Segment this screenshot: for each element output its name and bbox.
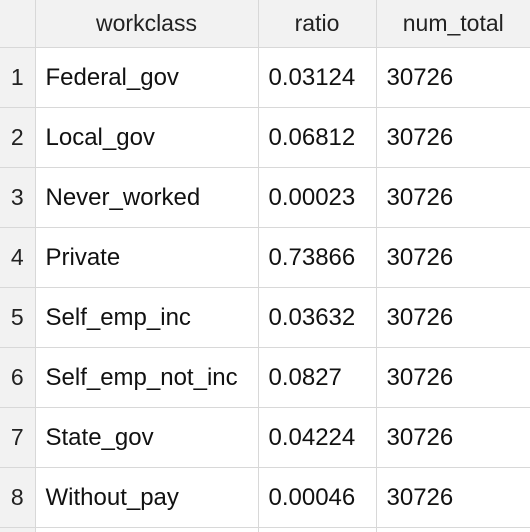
ratio-cell[interactable]: 0.03124 bbox=[257, 47, 377, 108]
empty-cell bbox=[34, 527, 259, 532]
ratio-cell[interactable]: 0.73866 bbox=[257, 227, 377, 288]
empty-row bbox=[0, 527, 530, 532]
row-index[interactable]: 6 bbox=[0, 347, 36, 408]
ratio-cell[interactable]: 0.03632 bbox=[257, 287, 377, 348]
row-index[interactable]: 4 bbox=[0, 227, 36, 288]
workclass-cell[interactable]: Self_emp_inc bbox=[34, 287, 259, 348]
empty-index-cell bbox=[0, 527, 36, 532]
row-index[interactable]: 8 bbox=[0, 467, 36, 528]
table-row: 3 Never_worked 0.00023 30726 bbox=[0, 167, 530, 228]
num-total-cell[interactable]: 30726 bbox=[375, 467, 530, 528]
row-index[interactable]: 2 bbox=[0, 107, 36, 168]
num-total-cell[interactable]: 30726 bbox=[375, 47, 530, 108]
header-row: workclass ratio num_total bbox=[0, 0, 530, 48]
table-row: 8 Without_pay 0.00046 30726 bbox=[0, 467, 530, 528]
table-row: 2 Local_gov 0.06812 30726 bbox=[0, 107, 530, 168]
workclass-cell[interactable]: State_gov bbox=[34, 407, 259, 468]
row-index[interactable]: 3 bbox=[0, 167, 36, 228]
workclass-cell[interactable]: Without_pay bbox=[34, 467, 259, 528]
ratio-cell[interactable]: 0.00046 bbox=[257, 467, 377, 528]
table-row: 6 Self_emp_not_inc 0.0827 30726 bbox=[0, 347, 530, 408]
table-row: 5 Self_emp_inc 0.03632 30726 bbox=[0, 287, 530, 348]
column-header-workclass[interactable]: workclass bbox=[34, 0, 259, 48]
ratio-cell[interactable]: 0.06812 bbox=[257, 107, 377, 168]
ratio-cell[interactable]: 0.04224 bbox=[257, 407, 377, 468]
column-header-ratio[interactable]: ratio bbox=[257, 0, 377, 48]
row-index[interactable]: 5 bbox=[0, 287, 36, 348]
num-total-cell[interactable]: 30726 bbox=[375, 227, 530, 288]
num-total-cell[interactable]: 30726 bbox=[375, 347, 530, 408]
table-row: 1 Federal_gov 0.03124 30726 bbox=[0, 47, 530, 108]
ratio-cell[interactable]: 0.00023 bbox=[257, 167, 377, 228]
table-row: 7 State_gov 0.04224 30726 bbox=[0, 407, 530, 468]
workclass-cell[interactable]: Local_gov bbox=[34, 107, 259, 168]
workclass-cell[interactable]: Never_worked bbox=[34, 167, 259, 228]
row-index[interactable]: 7 bbox=[0, 407, 36, 468]
row-index[interactable]: 1 bbox=[0, 47, 36, 108]
workclass-cell[interactable]: Private bbox=[34, 227, 259, 288]
empty-cell bbox=[257, 527, 377, 532]
num-total-cell[interactable]: 30726 bbox=[375, 287, 530, 348]
empty-cell bbox=[375, 527, 530, 532]
workclass-cell[interactable]: Self_emp_not_inc bbox=[34, 347, 259, 408]
table-row: 4 Private 0.73866 30726 bbox=[0, 227, 530, 288]
ratio-cell[interactable]: 0.0827 bbox=[257, 347, 377, 408]
column-header-num-total[interactable]: num_total bbox=[375, 0, 530, 48]
workclass-cell[interactable]: Federal_gov bbox=[34, 47, 259, 108]
num-total-cell[interactable]: 30726 bbox=[375, 407, 530, 468]
corner-cell[interactable] bbox=[0, 0, 36, 48]
num-total-cell[interactable]: 30726 bbox=[375, 107, 530, 168]
num-total-cell[interactable]: 30726 bbox=[375, 167, 530, 228]
